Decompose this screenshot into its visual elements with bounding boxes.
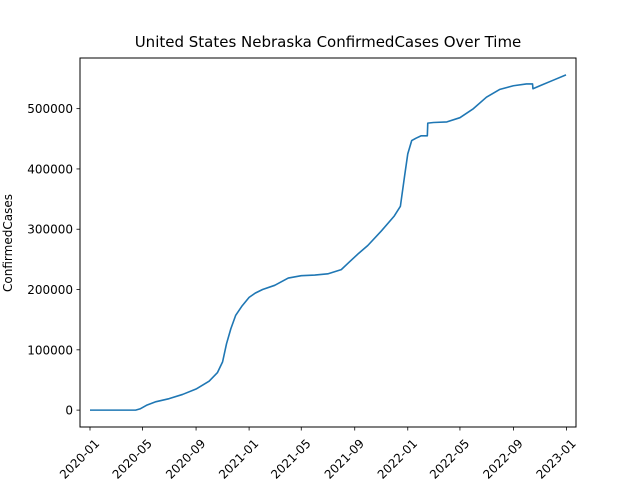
- x-tick-label: 2021-01: [216, 436, 261, 480]
- x-tick-label: 2020-09: [163, 436, 208, 480]
- x-tick-label: 2022-05: [427, 436, 472, 480]
- x-tick-label: 2022-01: [375, 436, 420, 480]
- y-tick-label: 0: [65, 404, 73, 418]
- x-tick-label: 2020-01: [57, 436, 102, 480]
- x-tick-label: 2021-09: [322, 436, 367, 480]
- y-tick-label: 300000: [27, 223, 73, 237]
- y-tick-label: 100000: [27, 343, 73, 357]
- series-layer: [90, 74, 567, 411]
- y-tick-label: 500000: [27, 102, 73, 116]
- x-tick-label: 2023-01: [533, 436, 578, 480]
- y-tick-label: 400000: [27, 162, 73, 176]
- y-tick-label: 200000: [27, 283, 73, 297]
- series-line: [90, 74, 567, 411]
- x-tick-label: 2022-09: [480, 436, 525, 480]
- x-tick-label: 2020-05: [110, 436, 155, 480]
- chart-title: United States Nebraska ConfirmedCases Ov…: [134, 33, 522, 51]
- x-tick-label: 2021-05: [268, 436, 313, 480]
- plot-frame: [79, 57, 577, 428]
